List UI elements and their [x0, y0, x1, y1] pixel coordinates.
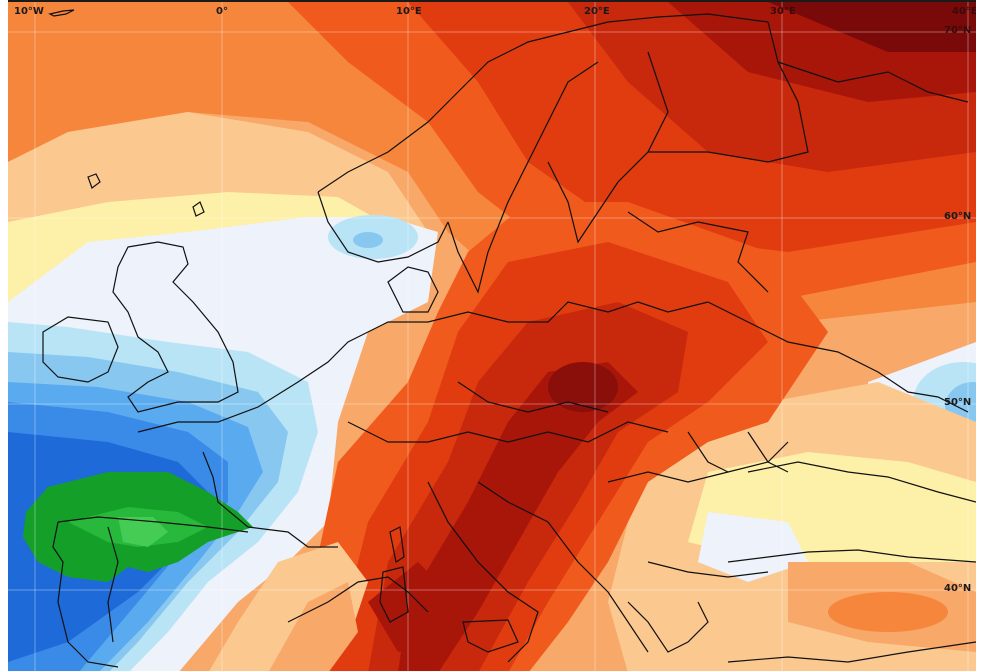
coastlines	[42, 9, 976, 668]
longitude-label-20e: 20°E	[584, 6, 610, 17]
latitude-label-50n: 50°N	[944, 397, 972, 408]
longitude-label-40e: 40°E	[952, 6, 976, 17]
anomaly-field	[8, 2, 976, 671]
graticule	[8, 2, 976, 671]
longitude-label-10w: 10°W	[14, 6, 44, 17]
latitude-label-70n: 70°N	[944, 25, 972, 36]
longitude-label-10e: 10°E	[396, 6, 422, 17]
latitude-label-60n: 60°N	[944, 211, 972, 222]
weather-map: 10°W 0° 10°E 20°E 30°E 40°E 70°N 60°N 50…	[8, 0, 976, 671]
longitude-label-0: 0°	[216, 6, 228, 17]
longitude-label-30e: 30°E	[770, 6, 796, 17]
latitude-label-40n: 40°N	[944, 583, 972, 594]
